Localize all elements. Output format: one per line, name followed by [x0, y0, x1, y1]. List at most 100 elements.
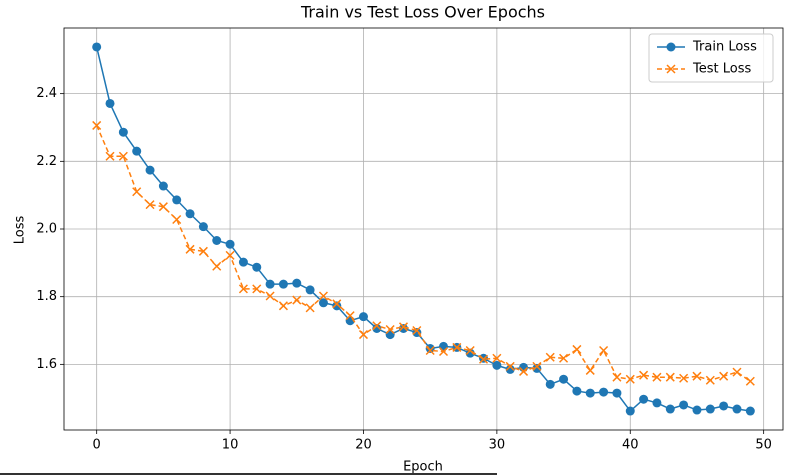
marker	[145, 200, 155, 210]
marker	[372, 323, 382, 333]
marker	[238, 284, 248, 294]
marker	[238, 257, 248, 267]
marker	[358, 330, 369, 340]
marker	[372, 321, 382, 331]
marker	[278, 279, 288, 289]
marker	[719, 371, 729, 381]
x-tick-label: 30	[489, 438, 506, 453]
marker	[639, 370, 649, 380]
marker	[225, 239, 235, 249]
marker	[398, 322, 409, 332]
marker	[692, 405, 702, 415]
marker	[385, 324, 395, 335]
marker	[439, 341, 449, 351]
marker	[92, 42, 102, 52]
marker	[332, 301, 342, 311]
marker	[625, 374, 635, 384]
marker	[225, 250, 235, 260]
marker	[666, 64, 676, 74]
y-tick-label: 1.6	[36, 357, 57, 372]
marker	[118, 127, 128, 137]
marker	[252, 262, 262, 272]
marker	[478, 354, 489, 364]
marker	[278, 301, 288, 311]
marker	[185, 209, 195, 219]
marker	[732, 367, 742, 377]
marker	[118, 151, 128, 161]
x-tick-label: 20	[355, 438, 372, 453]
marker	[105, 98, 115, 108]
marker	[345, 311, 355, 321]
marker	[532, 361, 542, 371]
marker	[105, 151, 115, 161]
marker	[292, 295, 302, 305]
marker	[132, 187, 142, 197]
y-tick-label: 2.4	[36, 86, 57, 101]
marker	[719, 401, 729, 411]
marker	[425, 343, 435, 353]
marker	[132, 146, 142, 156]
series-line	[95, 125, 751, 382]
marker	[265, 279, 275, 289]
marker	[185, 244, 195, 254]
x-tick-label: 40	[622, 438, 639, 453]
marker	[705, 375, 715, 385]
marker	[599, 345, 609, 356]
marker	[745, 406, 755, 416]
marker	[666, 42, 676, 52]
marker	[425, 345, 435, 356]
plot	[92, 42, 755, 416]
legend-label: Train Loss	[692, 40, 757, 55]
marker	[532, 363, 542, 373]
marker	[332, 299, 342, 309]
marker	[438, 346, 449, 357]
marker	[292, 278, 302, 288]
grid: 0 10 20 30 40 50 1.6 1.8 2.0 2.2 2.4	[36, 28, 783, 453]
marker	[732, 404, 742, 414]
marker	[585, 365, 595, 375]
marker	[572, 386, 582, 396]
marker	[492, 360, 502, 370]
marker	[465, 345, 475, 356]
marker	[665, 404, 675, 414]
x-axis-label: Epoch	[403, 460, 443, 475]
chart-title: Train vs Test Loss Over Epochs	[300, 3, 545, 22]
marker	[745, 376, 755, 386]
x-tick-label: 10	[222, 438, 239, 453]
marker	[505, 361, 515, 371]
marker	[612, 372, 622, 382]
marker	[545, 379, 555, 389]
marker	[492, 353, 502, 363]
marker	[465, 348, 475, 358]
y-tick-label: 2.2	[36, 154, 57, 169]
marker	[158, 181, 168, 191]
marker	[599, 387, 609, 397]
marker	[305, 285, 315, 295]
marker	[559, 374, 569, 384]
marker	[198, 246, 208, 256]
marker	[398, 323, 408, 333]
marker	[385, 330, 395, 340]
marker	[705, 404, 715, 414]
marker	[358, 312, 368, 322]
y-tick-label: 1.8	[36, 289, 57, 304]
marker	[679, 400, 689, 410]
legend-box	[648, 33, 774, 83]
marker	[212, 261, 222, 271]
marker	[145, 165, 155, 175]
y-tick-label: 2.0	[36, 222, 57, 237]
marker	[625, 406, 635, 416]
marker	[692, 371, 702, 381]
marker	[665, 372, 675, 382]
legend: Train Loss Test Loss	[648, 33, 774, 83]
marker	[172, 195, 182, 205]
marker	[559, 353, 569, 363]
marker	[265, 291, 275, 301]
marker	[652, 372, 662, 382]
marker	[612, 388, 622, 398]
marker	[318, 298, 328, 308]
x-tick-label: 50	[755, 438, 772, 453]
marker	[252, 284, 262, 294]
marker	[572, 344, 582, 354]
